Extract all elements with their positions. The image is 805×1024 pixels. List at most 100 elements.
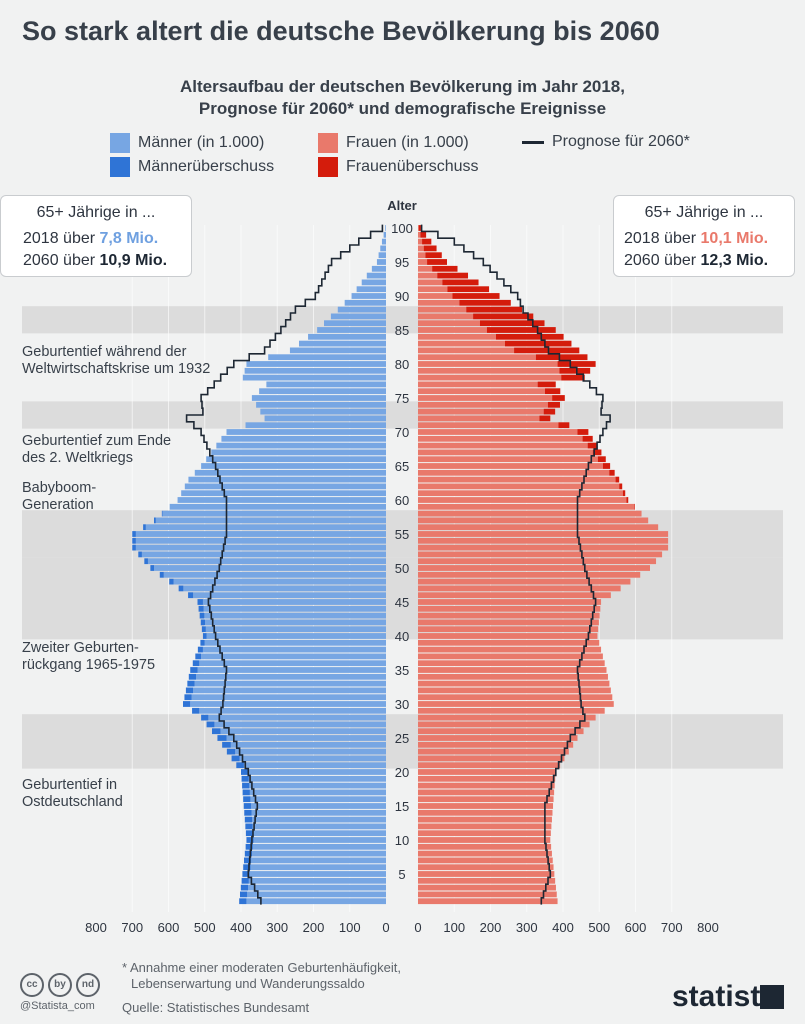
age-tick-label: 10 (395, 833, 409, 848)
men-bar (235, 748, 386, 755)
women-surplus-bar (486, 327, 556, 333)
men-bar (205, 619, 386, 626)
men-bar (201, 653, 386, 660)
statista-logo-text[interactable]: statista (672, 980, 778, 1013)
women-bar (418, 837, 551, 843)
men-bar (199, 707, 386, 714)
attribution-icon[interactable]: by (48, 973, 72, 997)
women-65plus-2018-value: 10,1 Mio. (700, 230, 769, 247)
men-bar (177, 497, 386, 503)
women-surplus-bar (418, 225, 421, 231)
legend-men-surplus-swatch (110, 157, 130, 177)
x-tick-label-women: 600 (625, 920, 647, 935)
men-bar (289, 347, 386, 354)
women-bar (418, 857, 553, 864)
women-surplus-bar (634, 503, 635, 510)
women-bars (418, 225, 669, 905)
men-surplus-bar (144, 558, 148, 565)
men-bar (135, 537, 386, 544)
no-derivatives-icon[interactable]: nd (76, 973, 100, 997)
women-bar (418, 660, 605, 667)
x-tick-label-men: 700 (121, 920, 143, 935)
men-surplus-bar (169, 578, 174, 585)
creative-commons-icon[interactable]: cc (20, 973, 44, 997)
men-bar (253, 837, 386, 843)
men-bar (252, 816, 386, 823)
women-bar (418, 803, 554, 809)
men-bar (371, 265, 386, 272)
men-bar (361, 279, 386, 286)
women-bar (418, 245, 424, 252)
women-65plus-box-title: 65+ Jährige in ... (644, 204, 764, 221)
men-bar (251, 857, 386, 864)
men-65plus-box-title: 65+ Jährige in ... (36, 204, 156, 221)
women-bar (418, 789, 555, 796)
women-bar (418, 299, 460, 306)
men-bar (251, 809, 386, 816)
women-bar (418, 653, 603, 660)
men-surplus-bar (243, 864, 251, 871)
women-surplus-bar (558, 422, 570, 429)
women-bar (418, 272, 438, 279)
women-bar (418, 809, 553, 816)
women-bar (418, 259, 428, 265)
women-bar (418, 429, 578, 435)
women-bar (418, 306, 467, 313)
men-bar (317, 327, 386, 333)
women-65plus-box: 65+ Jährige in ... 2018 über 10,1 Mio. 2… (613, 195, 795, 277)
women-surplus-bar (425, 252, 442, 259)
men-surplus-bar (244, 809, 252, 816)
women-bar (418, 408, 544, 415)
legend-women-surplus-label: Frauenüberschuss (346, 158, 479, 175)
annotation-geburtenrueckgang-line-1: Zweiter Geburten- (22, 640, 139, 656)
statista-handle[interactable]: @Statista_com (20, 1000, 95, 1012)
men-bar (194, 680, 386, 687)
women-bar (418, 667, 607, 673)
legend-forecast: Prognose für 2060* (522, 133, 690, 151)
age-tick-label: 50 (395, 561, 409, 576)
chart-subtitle-line-2: Prognose für 2060* und demografische Ere… (198, 99, 607, 118)
men-bar (184, 483, 386, 490)
women-bar (418, 442, 588, 449)
age-tick-label: 85 (395, 323, 409, 338)
women-bar (418, 333, 496, 340)
women-bar (418, 782, 555, 789)
women-bar (418, 748, 569, 755)
women-surplus-bar (615, 476, 620, 483)
women-bar (418, 877, 556, 884)
men-bar (299, 340, 386, 347)
men-bar (247, 891, 386, 898)
x-tick-label-men: 800 (85, 920, 107, 935)
men-bar (248, 877, 386, 884)
women-bar (418, 619, 599, 626)
age-tick-label: 55 (395, 527, 409, 542)
men-bar (239, 755, 386, 762)
men-bar (249, 789, 386, 796)
age-tick-label: 100 (391, 221, 413, 236)
men-bar (250, 796, 386, 803)
women-bar (418, 503, 635, 510)
men-surplus-bar (192, 707, 200, 714)
men-surplus-bar (188, 592, 194, 599)
women-surplus-bar (423, 245, 437, 252)
men-bar (193, 687, 386, 694)
women-bar (418, 463, 603, 469)
men-bar (246, 361, 386, 367)
women-surplus-bar (442, 279, 479, 286)
age-tick-label: 70 (395, 425, 409, 440)
men-bar (249, 871, 386, 877)
men-bar (385, 225, 386, 231)
age-tick-label: 30 (395, 697, 409, 712)
men-surplus-bar (245, 843, 253, 850)
source-text: Quelle: Statistisches Bundesamt (122, 1000, 310, 1015)
men-surplus-bar (199, 612, 205, 619)
age-tick-label: 5 (398, 867, 405, 882)
men-bar (252, 843, 386, 850)
men-surplus-bar (244, 816, 253, 823)
legend-women-surplus: Frauenüberschuss (318, 157, 479, 177)
age-tick-label: 90 (395, 289, 409, 304)
annotation-weltwirtschaftskrise-line-2: Weltwirtschaftskrise um 1932 (22, 361, 211, 377)
men-bar (193, 592, 386, 599)
men-bar (243, 762, 386, 769)
women-65plus-2018: 2018 über 10,1 Mio. (624, 228, 794, 250)
